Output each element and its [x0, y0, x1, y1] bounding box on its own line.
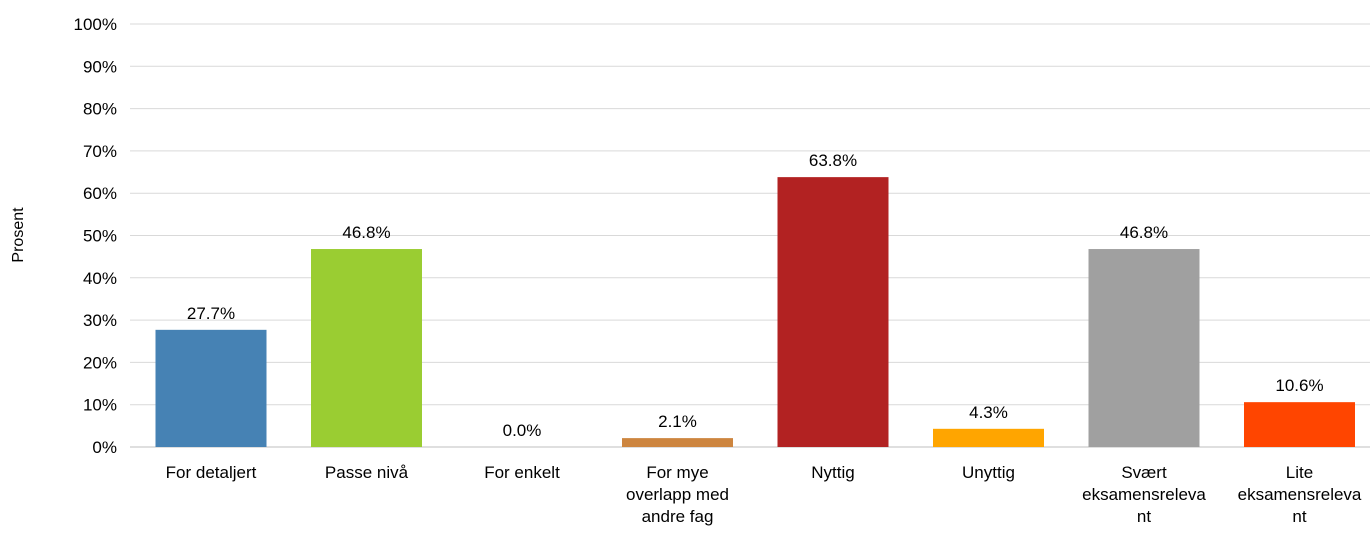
category-label-line: For detaljert [166, 463, 257, 482]
category-label: For detaljert [166, 463, 257, 482]
category-label-line: eksamensreleva [1082, 485, 1206, 504]
category-label-line: nt [1292, 507, 1306, 526]
category-label-line: For mye [646, 463, 708, 482]
category-label: Nyttig [811, 463, 854, 482]
bar [933, 428, 1044, 447]
bar [155, 329, 267, 447]
category-label: For enkelt [484, 463, 560, 482]
data-label: 46.8% [1120, 223, 1168, 242]
data-labels: 27.7% 46.8% 0.0% 2.1% 63.8% 4.3% 46.8% 10.6% [187, 151, 1324, 440]
category-label-line: Lite [1286, 463, 1313, 482]
category-label-line: nt [1137, 507, 1151, 526]
category-label-line: andre fag [642, 507, 714, 526]
y-tick-label: 10% [83, 396, 117, 415]
x-axis-categories: For detaljert Passe nivå For enkelt For mye… [166, 463, 1362, 526]
bar [311, 249, 422, 447]
category-label: For mye overlapp med andre fag [626, 463, 729, 526]
y-tick-label: 20% [83, 353, 117, 372]
category-label-line: Svært [1121, 463, 1167, 482]
data-label: 63.8% [809, 151, 857, 170]
y-tick-label: 50% [83, 227, 117, 246]
category-label-line: Nyttig [811, 463, 854, 482]
category-label: Svært eksamensreleva nt [1082, 463, 1206, 526]
y-tick-label: 70% [83, 142, 117, 161]
category-label: Passe nivå [325, 463, 409, 482]
bar [622, 438, 733, 447]
bar [777, 177, 889, 447]
bar [1244, 402, 1355, 447]
data-label: 10.6% [1275, 376, 1323, 395]
y-axis-ticks: 0% 10% 20% 30% 40% 50% 60% 70% 80% 90% 100% [74, 15, 117, 457]
bar [1088, 249, 1200, 447]
data-label: 4.3% [969, 403, 1008, 422]
y-tick-label: 100% [74, 15, 117, 34]
category-label-line: eksamensreleva [1238, 485, 1362, 504]
y-tick-label: 80% [83, 100, 117, 119]
category-label: Lite eksamensreleva nt [1238, 463, 1362, 526]
y-axis-label: Prosent [10, 207, 27, 263]
y-tick-label: 90% [83, 57, 117, 76]
data-label: 46.8% [342, 223, 390, 242]
y-tick-label: 40% [83, 269, 117, 288]
category-label-line: Unyttig [962, 463, 1015, 482]
data-label: 2.1% [658, 412, 697, 431]
category-label-line: overlapp med [626, 485, 729, 504]
category-label-line: Passe nivå [325, 463, 409, 482]
data-label: 0.0% [503, 421, 542, 440]
bars [155, 177, 1355, 447]
y-tick-label: 30% [83, 311, 117, 330]
category-label: Unyttig [962, 463, 1015, 482]
data-label: 27.7% [187, 304, 235, 323]
y-tick-label: 0% [92, 438, 117, 457]
y-tick-label: 60% [83, 184, 117, 203]
category-label-line: For enkelt [484, 463, 560, 482]
